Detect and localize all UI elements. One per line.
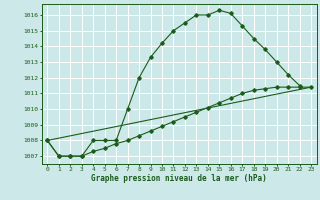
X-axis label: Graphe pression niveau de la mer (hPa): Graphe pression niveau de la mer (hPa) [91,174,267,183]
